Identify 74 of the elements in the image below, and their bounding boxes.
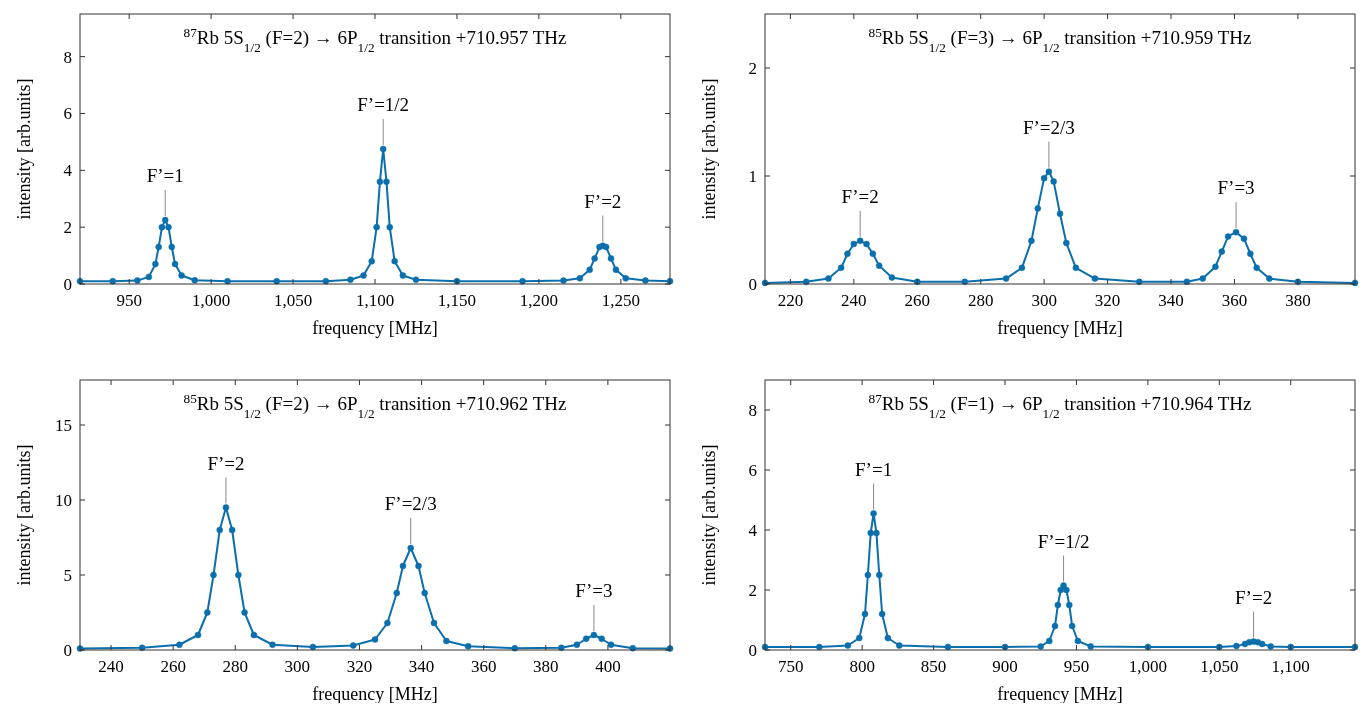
x-tick-label: 1,150 (437, 291, 477, 310)
y-tick-label: 15 (55, 416, 72, 435)
x-tick-label: 320 (1094, 291, 1121, 310)
text: $^{87}$Rb 5S$_{1/2}$ (F=1) → 6P$_{1/2}$ transition +710.964 THz (868, 390, 1252, 421)
annotation: F’=1/2 (357, 94, 410, 115)
x-tick-label: 320 (346, 657, 373, 676)
x-tick-label: 1,050 (1200, 657, 1239, 676)
x-tick-label: 340 (1158, 291, 1184, 310)
text: $^{87}$Rb 5S$_{1/2}$ (F=2) → 6P$_{1/2}$ transition +710.957 THz (183, 24, 567, 55)
annotation: F’=1/2 (1037, 530, 1090, 552)
x-axis-title: frequency [MHz] (997, 684, 1123, 704)
y-tick-label: 6 (63, 104, 72, 124)
x-tick-label: 380 (1285, 291, 1311, 310)
y-tick-label: 0 (748, 641, 757, 660)
x-tick-label: 900 (992, 657, 1018, 676)
x-axis-title: frequency [MHz] (997, 318, 1123, 338)
annotation: F’=2 (1235, 586, 1273, 608)
annotation: F’=2 (584, 190, 622, 212)
x-tick-label: 750 (777, 657, 804, 676)
x-tick-label: 280 (222, 657, 249, 676)
annotation: F’=2/3 (1022, 116, 1075, 138)
annotation: F’=3 (1217, 177, 1255, 199)
x-tick-label: 850 (920, 657, 947, 676)
x-tick-label: 300 (284, 657, 311, 676)
x-tick-label: 1,200 (519, 291, 559, 310)
x-tick-label: 340 (408, 657, 435, 676)
x-axis-title: frequency [MHz] (312, 684, 438, 704)
y-tick-label: 2 (748, 59, 757, 78)
y-axis-title: intensity [arb.units] (699, 78, 719, 220)
x-tick-label: 280 (967, 291, 994, 310)
annotation: F’=3 (575, 580, 613, 601)
y-tick-label: 1 (748, 167, 757, 186)
x-tick-label: 240 (841, 291, 867, 310)
y-axis-title: intensity [arb.units] (14, 444, 34, 586)
annotation: F’=2 (841, 185, 879, 207)
y-axis-title: intensity [arb.units] (14, 78, 34, 220)
x-tick-label: 1,100 (1271, 657, 1310, 676)
x-tick-label: 380 (533, 657, 559, 676)
x-tick-label: 300 (1031, 291, 1057, 310)
x-tick-label: 950 (1063, 657, 1090, 676)
x-tick-label: 360 (470, 657, 497, 676)
x-tick-label: 800 (849, 657, 875, 676)
x-tick-label: 1,000 (1128, 657, 1167, 676)
x-tick-label: 240 (98, 657, 124, 676)
y-tick-label: 8 (63, 47, 72, 67)
y-tick-label: 0 (63, 641, 72, 660)
x-tick-label: 950 (116, 291, 142, 310)
y-tick-label: 10 (55, 491, 72, 510)
annotation: F’=1 (146, 165, 184, 187)
annotation: F’=2/3 (384, 493, 437, 514)
y-tick-label: 2 (748, 581, 757, 600)
x-tick-label: 1,250 (601, 291, 640, 310)
x-tick-label: 220 (777, 291, 804, 310)
annotation: F’=1 (855, 458, 893, 480)
text: $^{85}$Rb 5S$_{1/2}$ (F=2) → 6P$_{1/2}$ transition +710.962 THz (183, 390, 567, 421)
x-tick-label: 360 (1221, 291, 1248, 310)
y-tick-label: 8 (748, 401, 757, 420)
x-tick-label: 400 (595, 657, 621, 676)
y-tick-label: 0 (748, 275, 757, 294)
y-tick-label: 2 (63, 218, 72, 238)
x-tick-label: 260 (904, 291, 931, 310)
annotation: F’=2 (207, 452, 245, 474)
y-tick-label: 5 (63, 566, 72, 585)
x-tick-label: 1,100 (355, 291, 395, 310)
y-tick-label: 6 (748, 461, 757, 480)
y-tick-label: 4 (748, 521, 758, 540)
x-axis-title: frequency [MHz] (312, 318, 438, 338)
x-tick-label: 1,000 (191, 291, 231, 310)
y-tick-label: 4 (63, 161, 73, 181)
x-tick-label: 1,050 (273, 291, 313, 310)
x-tick-label: 260 (160, 657, 186, 676)
y-tick-label: 0 (63, 275, 72, 294)
y-axis-title: intensity [arb.units] (699, 444, 719, 586)
text: $^{85}$Rb 5S$_{1/2}$ (F=3) → 6P$_{1/2}$ transition +710.959 THz (868, 24, 1252, 55)
